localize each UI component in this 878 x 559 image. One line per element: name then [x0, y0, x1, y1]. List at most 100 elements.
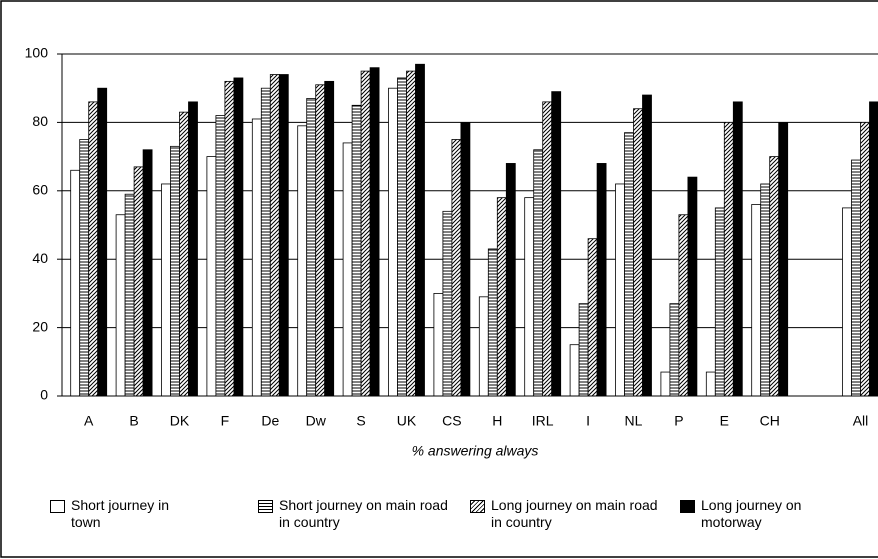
- bar: [388, 87, 398, 397]
- bar: [769, 156, 780, 397]
- bar: [869, 101, 878, 397]
- y-tick-label: 80: [32, 113, 48, 129]
- x-tick-label: S: [356, 413, 365, 429]
- bar: [351, 104, 362, 397]
- bar: [224, 80, 235, 397]
- x-tick-label: B: [129, 413, 138, 429]
- legend-item: Short journey on main road in country: [258, 497, 448, 531]
- legend-label: Long journey on main road in country: [491, 497, 658, 530]
- bar: [79, 139, 90, 397]
- bar: [415, 63, 425, 397]
- bar: [524, 197, 535, 397]
- x-tick-label: IRL: [532, 413, 554, 429]
- bar: [278, 74, 289, 397]
- x-tick-label: CH: [760, 413, 780, 429]
- legend-item: Short journey in town: [50, 497, 200, 531]
- bar: [842, 207, 852, 397]
- bar: [633, 108, 643, 397]
- bar: [179, 111, 189, 397]
- bar: [360, 70, 371, 397]
- x-tick-label: CS: [442, 413, 461, 429]
- legend-swatch: [680, 500, 695, 513]
- bar: [233, 77, 244, 397]
- x-tick-label: F: [221, 413, 230, 429]
- bar: [851, 159, 861, 397]
- bar: [269, 74, 280, 397]
- bar: [569, 344, 580, 397]
- y-tick-label: 100: [25, 45, 49, 61]
- x-tick-label: A: [84, 413, 94, 429]
- x-tick-label: E: [720, 413, 729, 429]
- bar: [188, 101, 198, 397]
- bar: [669, 303, 680, 397]
- bar: [369, 67, 380, 397]
- bar: [115, 214, 126, 397]
- bar: [660, 371, 671, 397]
- bar: [596, 163, 607, 397]
- x-tick-label: All: [853, 413, 869, 429]
- bar: [315, 84, 326, 397]
- bar: [170, 145, 180, 397]
- bar: [723, 122, 734, 397]
- bar: [215, 115, 226, 397]
- x-tick-label: UK: [397, 413, 417, 429]
- bar: [306, 98, 317, 397]
- bar: [406, 70, 416, 397]
- legend-item: Long journey on main road in country: [470, 497, 660, 531]
- y-tick-label: 20: [32, 318, 48, 334]
- x-tick-label: P: [674, 413, 683, 429]
- x-tick-label: De: [261, 413, 279, 429]
- legend-item: Long journey on motorway: [680, 497, 850, 531]
- legend-swatch: [470, 500, 485, 513]
- x-tick-label: DK: [170, 413, 190, 429]
- bar: [324, 80, 335, 397]
- bar: [124, 193, 135, 397]
- bar: [297, 125, 308, 397]
- bar: [478, 296, 489, 397]
- legend-swatch: [50, 500, 65, 513]
- x-tick-label: Dw: [306, 413, 327, 429]
- bar: [133, 166, 144, 397]
- x-tick-label: NL: [625, 413, 643, 429]
- bar: [760, 183, 771, 397]
- bar: [778, 122, 789, 397]
- y-tick-label: 40: [32, 250, 48, 266]
- bar: [551, 91, 562, 397]
- bar: [161, 183, 171, 397]
- bar: [714, 207, 725, 397]
- bar: [705, 371, 716, 397]
- bar: [732, 101, 743, 397]
- bar: [542, 101, 553, 397]
- bar: [487, 248, 498, 397]
- bar: [624, 132, 634, 397]
- bar: [251, 118, 262, 397]
- legend-label: Short journey on main road in country: [279, 497, 448, 530]
- bar: [615, 183, 625, 397]
- bar: [460, 122, 471, 397]
- bar: [678, 214, 689, 397]
- bar: [642, 94, 652, 397]
- legend-swatch: [258, 500, 273, 513]
- bar: [860, 122, 870, 397]
- bar: [442, 210, 453, 397]
- bar: [88, 101, 99, 397]
- bar: [496, 197, 507, 397]
- bar: [587, 238, 598, 397]
- bar: [687, 176, 698, 397]
- bar: [505, 163, 516, 397]
- bar: [97, 87, 108, 397]
- bar: [342, 142, 353, 397]
- bar: [433, 292, 444, 397]
- bar: [451, 139, 462, 397]
- bar: [260, 87, 271, 397]
- bar: [397, 77, 407, 397]
- bar: [533, 149, 544, 397]
- bar: [578, 303, 589, 397]
- y-tick-label: 0: [40, 387, 48, 403]
- bar: [70, 169, 81, 397]
- bar: [206, 156, 217, 397]
- legend-label: Short journey in town: [71, 497, 170, 530]
- bar: [142, 149, 153, 397]
